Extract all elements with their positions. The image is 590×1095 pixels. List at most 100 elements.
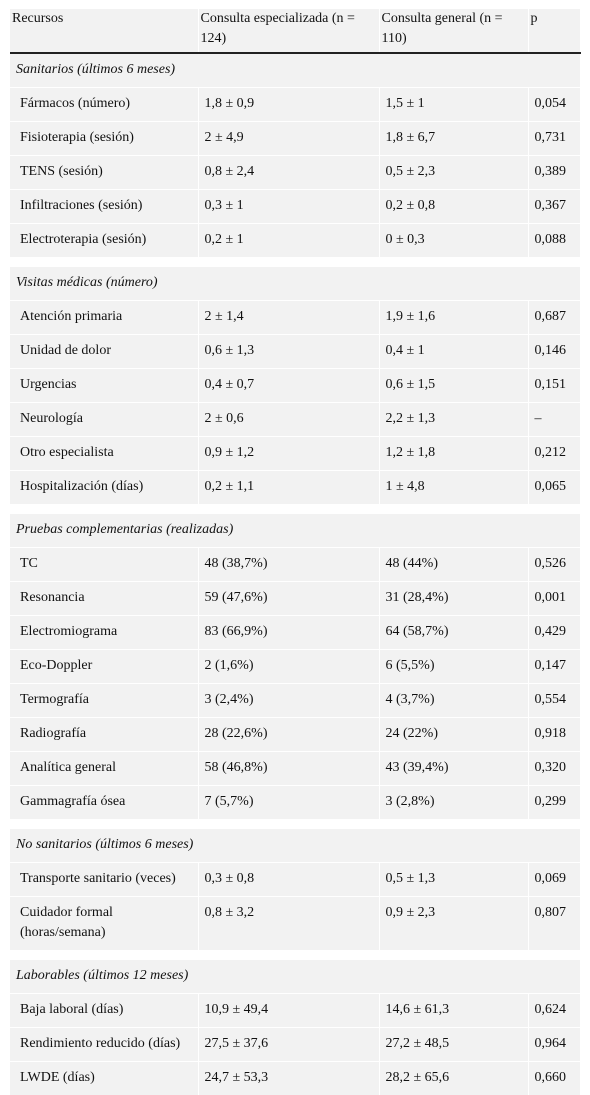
general-value-cell: 2,2 ± 1,3 [379,403,528,437]
p-value-cell: 0,065 [528,471,580,510]
general-value-cell: 1 ± 4,8 [379,471,528,510]
table-body: Sanitarios (últimos 6 meses)Fármacos (nú… [10,53,580,1095]
resource-cell: Neurología [10,403,198,437]
p-value-cell: 0,687 [528,301,580,335]
general-value-cell: 1,8 ± 6,7 [379,122,528,156]
specialized-value-cell: 2 ± 0,6 [198,403,379,437]
general-value-cell: 48 (44%) [379,548,528,582]
specialized-value-cell: 2 ± 4,9 [198,122,379,156]
section-title: Visitas médicas (número) [10,262,580,301]
resource-cell: Baja laboral (días) [10,994,198,1028]
specialized-value-cell: 0,6 ± 1,3 [198,335,379,369]
p-value-cell: 0,807 [528,897,580,956]
general-value-cell: 43 (39,4%) [379,752,528,786]
specialized-value-cell: 24,7 ± 53,3 [198,1062,379,1095]
general-value-cell: 1,2 ± 1,8 [379,437,528,471]
specialized-value-cell: 7 (5,7%) [198,786,379,825]
general-value-cell: 64 (58,7%) [379,616,528,650]
specialized-value-cell: 27,5 ± 37,6 [198,1028,379,1062]
header-specialized-consult: Consulta especializada (n = 124) [198,9,379,53]
p-value-cell: 0,212 [528,437,580,471]
section-title: Laborables (últimos 12 meses) [10,955,580,994]
resource-cell: Atención primaria [10,301,198,335]
p-value-cell: 0,367 [528,190,580,224]
p-value-cell: 0,429 [528,616,580,650]
specialized-value-cell: 0,8 ± 2,4 [198,156,379,190]
resource-cell: Unidad de dolor [10,335,198,369]
general-value-cell: 4 (3,7%) [379,684,528,718]
p-value-cell: 0,088 [528,224,580,263]
specialized-value-cell: 0,2 ± 1,1 [198,471,379,510]
general-value-cell: 0,2 ± 0,8 [379,190,528,224]
general-value-cell: 0 ± 0,3 [379,224,528,263]
specialized-value-cell: 83 (66,9%) [198,616,379,650]
specialized-value-cell: 48 (38,7%) [198,548,379,582]
p-value-cell: – [528,403,580,437]
general-value-cell: 28,2 ± 65,6 [379,1062,528,1095]
specialized-value-cell: 58 (46,8%) [198,752,379,786]
header-p-value: p [528,9,580,53]
resource-cell: Radiografía [10,718,198,752]
specialized-value-cell: 0,8 ± 3,2 [198,897,379,956]
specialized-value-cell: 59 (47,6%) [198,582,379,616]
general-value-cell: 0,5 ± 1,3 [379,863,528,897]
resource-cell: Hospitalización (días) [10,471,198,510]
resource-cell: Resonancia [10,582,198,616]
general-value-cell: 24 (22%) [379,718,528,752]
general-value-cell: 0,9 ± 2,3 [379,897,528,956]
p-value-cell: 0,299 [528,786,580,825]
header-row: Recursos Consulta especializada (n = 124… [10,9,580,53]
p-value-cell: 0,731 [528,122,580,156]
general-value-cell: 0,5 ± 2,3 [379,156,528,190]
resource-cell: TC [10,548,198,582]
section-row: Sanitarios (últimos 6 meses) [10,53,580,88]
resource-cell: Gammagrafía ósea [10,786,198,825]
p-value-cell: 0,964 [528,1028,580,1062]
section-row: Visitas médicas (número) [10,262,580,301]
resource-cell: Transporte sanitario (veces) [10,863,198,897]
resource-cell: Analítica general [10,752,198,786]
resource-cell: Cuidador formal (horas/semana) [10,897,198,956]
resource-cell: Infiltraciones (sesión) [10,190,198,224]
specialized-value-cell: 2 (1,6%) [198,650,379,684]
general-value-cell: 27,2 ± 48,5 [379,1028,528,1062]
specialized-value-cell: 28 (22,6%) [198,718,379,752]
p-value-cell: 0,624 [528,994,580,1028]
general-value-cell: 1,9 ± 1,6 [379,301,528,335]
specialized-value-cell: 3 (2,4%) [198,684,379,718]
p-value-cell: 0,389 [528,156,580,190]
general-value-cell: 0,6 ± 1,5 [379,369,528,403]
general-value-cell: 14,6 ± 61,3 [379,994,528,1028]
p-value-cell: 0,660 [528,1062,580,1095]
resource-cell: Electromiograma [10,616,198,650]
resource-cell: Fármacos (número) [10,88,198,122]
section-row: Pruebas complementarias (realizadas) [10,509,580,548]
section-row: Laborables (últimos 12 meses) [10,955,580,994]
specialized-value-cell: 2 ± 1,4 [198,301,379,335]
p-value-cell: 0,526 [528,548,580,582]
general-value-cell: 3 (2,8%) [379,786,528,825]
p-value-cell: 0,001 [528,582,580,616]
p-value-cell: 0,320 [528,752,580,786]
specialized-value-cell: 0,3 ± 0,8 [198,863,379,897]
